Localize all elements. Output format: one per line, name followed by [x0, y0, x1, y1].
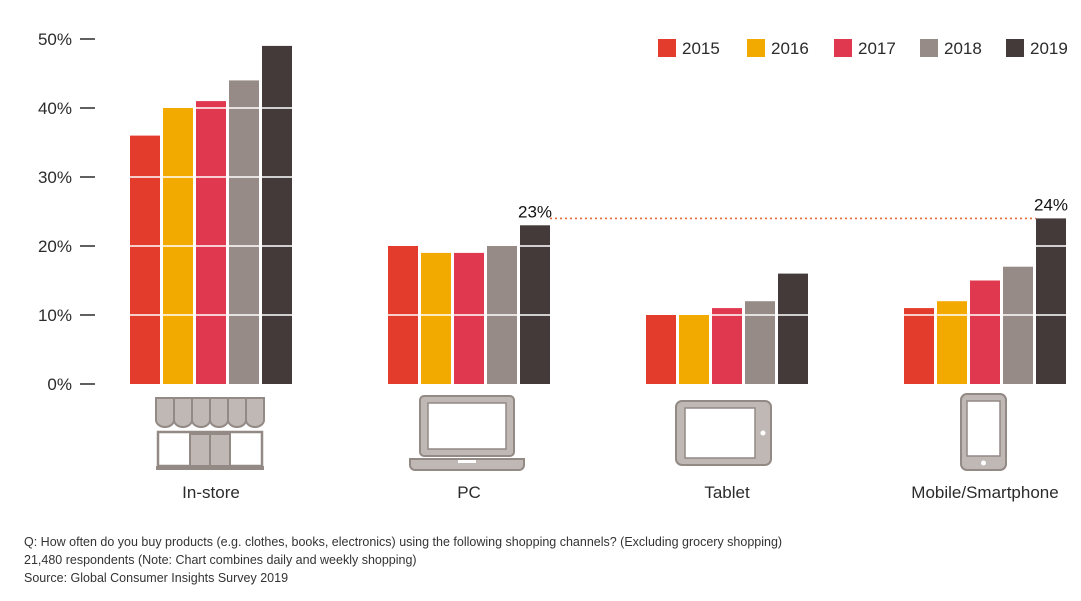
survey-question: Q: How often do you buy products (e.g. c…	[24, 535, 783, 549]
bar-mobile-smartphone-2019	[1036, 218, 1066, 384]
bar-mobile-smartphone-2018	[1003, 266, 1033, 384]
bar-tablet-2019	[778, 273, 808, 384]
bars	[130, 45, 1066, 385]
category-label: PC	[457, 483, 481, 502]
source-note: Source: Global Consumer Insights Survey …	[24, 571, 289, 585]
respondents-note: 21,480 respondents (Note: Chart combines…	[24, 553, 417, 567]
data-label: 23%	[518, 202, 552, 221]
legend-label: 2017	[858, 39, 896, 58]
annotations: 23% 24%	[518, 195, 1068, 221]
legend-swatch-2015	[658, 39, 676, 57]
bar-pc-2016	[421, 252, 451, 384]
legend-label: 2016	[771, 39, 809, 58]
y-axis: 0% 10% 20% 30% 40% 50%	[38, 30, 95, 394]
category-label: Tablet	[704, 483, 750, 502]
legend-swatch-2017	[834, 39, 852, 57]
legend-swatch-2018	[920, 39, 938, 57]
bar-in-store-2015	[130, 135, 160, 384]
storefront-icon	[155, 397, 265, 470]
bar-in-store-2018	[229, 80, 259, 385]
category-icons	[155, 393, 1007, 471]
legend-label: 2015	[682, 39, 720, 58]
y-tick-label: 30%	[38, 168, 72, 187]
category-label: Mobile/Smartphone	[911, 483, 1058, 502]
legend-label: 2018	[944, 39, 982, 58]
tablet-icon	[675, 400, 772, 466]
bar-mobile-smartphone-2016	[937, 301, 967, 384]
smartphone-icon	[960, 393, 1007, 471]
legend: 2015 2016 2017 2018 2019	[658, 39, 1068, 58]
y-tick-label: 50%	[38, 30, 72, 49]
bar-in-store-2017	[196, 101, 226, 384]
y-tick-label: 40%	[38, 99, 72, 118]
chart-notes: Q: How often do you buy products (e.g. c…	[24, 533, 782, 587]
bar-tablet-2016	[679, 315, 709, 384]
category-label: In-store	[182, 483, 240, 502]
bar-pc-2017	[454, 252, 484, 384]
bar-tablet-2017	[712, 308, 742, 384]
bar-pc-2019	[520, 225, 550, 384]
bar-tablet-2015	[646, 315, 676, 384]
bar-mobile-smartphone-2015	[904, 308, 934, 384]
y-tick-label: 0%	[47, 375, 72, 394]
bar-tablet-2018	[745, 301, 775, 384]
bar-chart: 0% 10% 20% 30% 40% 50% 23% 24% In-store PC Table…	[38, 30, 1068, 502]
legend-label: 2019	[1030, 39, 1068, 58]
y-tick-label: 20%	[38, 237, 72, 256]
category-labels: In-store PC Tablet Mobile/Smartphone	[182, 483, 1059, 502]
legend-swatch-2019	[1006, 39, 1024, 57]
bar-mobile-smartphone-2017	[970, 280, 1000, 384]
bar-in-store-2019	[262, 45, 292, 385]
legend-swatch-2016	[747, 39, 765, 57]
laptop-icon	[409, 395, 525, 471]
y-tick-label: 10%	[38, 306, 72, 325]
data-label: 24%	[1034, 195, 1068, 214]
